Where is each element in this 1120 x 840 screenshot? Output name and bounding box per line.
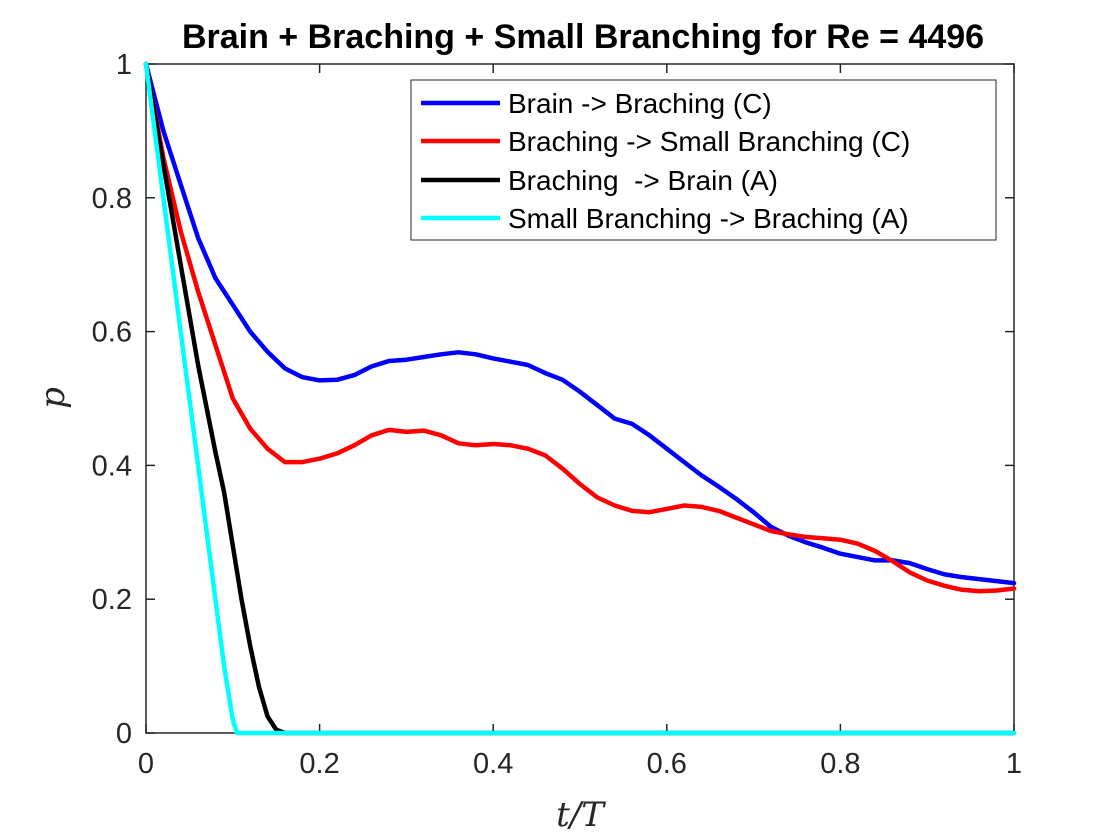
legend-label-1: Brain -> Braching (C) — [508, 88, 772, 119]
x-axis-label: t/T — [556, 795, 606, 835]
legend-label-4: Small Branching -> Braching (A) — [508, 203, 909, 234]
x-tick-label: 0.4 — [473, 748, 513, 780]
y-tick-label: 1 — [116, 49, 132, 81]
x-tick-labels: 0 0.2 0.4 0.6 0.8 1 — [138, 748, 1022, 780]
y-tick-label: 0.2 — [92, 584, 132, 616]
y-tick-label: 0.4 — [92, 450, 132, 482]
x-tick-label: 0.6 — [647, 748, 687, 780]
legend-label-2: Braching -> Small Branching (C) — [508, 126, 910, 157]
chart-title: Brain + Braching + Small Branching for R… — [182, 18, 984, 56]
legend-label-3: Braching -> Brain (A) — [508, 165, 778, 196]
series-lines — [143, 61, 1017, 736]
y-tick-labels: 0 0.2 0.4 0.6 0.8 1 — [92, 49, 132, 750]
y-axis-label: p — [33, 387, 73, 409]
x-tick-label: 0 — [138, 748, 154, 780]
legend-box — [410, 79, 997, 241]
y-tick-label: 0.8 — [92, 183, 132, 215]
x-tick-label: 1 — [1006, 748, 1022, 780]
y-tick-label: 0.6 — [92, 317, 132, 349]
series-line-1 — [143, 61, 1017, 586]
x-tick-label: 0.2 — [299, 748, 339, 780]
x-tick-label: 0.8 — [820, 748, 860, 780]
legend: Brain -> Braching (C) Braching -> Small B… — [410, 79, 997, 241]
y-tick-label: 0 — [116, 718, 132, 750]
series-line-4 — [143, 61, 1017, 736]
series-line-2 — [143, 61, 1017, 594]
